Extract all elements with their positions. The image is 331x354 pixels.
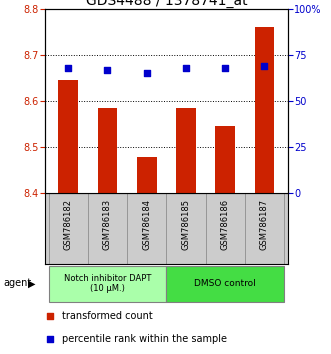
- Point: [144, 70, 149, 76]
- Text: DMSO control: DMSO control: [194, 279, 256, 288]
- Point: [262, 63, 267, 69]
- Text: GSM786187: GSM786187: [260, 199, 269, 250]
- Point: [105, 67, 110, 73]
- Text: percentile rank within the sample: percentile rank within the sample: [62, 334, 227, 344]
- Bar: [49, 266, 166, 302]
- Bar: [58, 80, 78, 193]
- Text: GSM786185: GSM786185: [181, 199, 190, 250]
- Text: ▶: ▶: [28, 278, 36, 288]
- Text: GSM786182: GSM786182: [64, 199, 73, 250]
- Text: GSM786184: GSM786184: [142, 199, 151, 250]
- Text: agent: agent: [3, 278, 31, 288]
- Bar: [255, 27, 274, 193]
- Text: Notch inhibitor DAPT
(10 μM.): Notch inhibitor DAPT (10 μM.): [64, 274, 151, 293]
- Point: [222, 65, 228, 70]
- Text: transformed count: transformed count: [62, 311, 153, 321]
- Bar: [98, 108, 117, 193]
- Bar: [166, 266, 284, 302]
- Text: GSM786183: GSM786183: [103, 199, 112, 250]
- Bar: [215, 126, 235, 193]
- Point: [183, 65, 189, 70]
- Bar: [137, 157, 157, 193]
- Bar: [176, 108, 196, 193]
- Title: GDS4488 / 1378741_at: GDS4488 / 1378741_at: [85, 0, 247, 8]
- Point: [47, 336, 52, 342]
- Text: GSM786186: GSM786186: [221, 199, 230, 250]
- Point: [47, 313, 52, 319]
- Point: [66, 65, 71, 70]
